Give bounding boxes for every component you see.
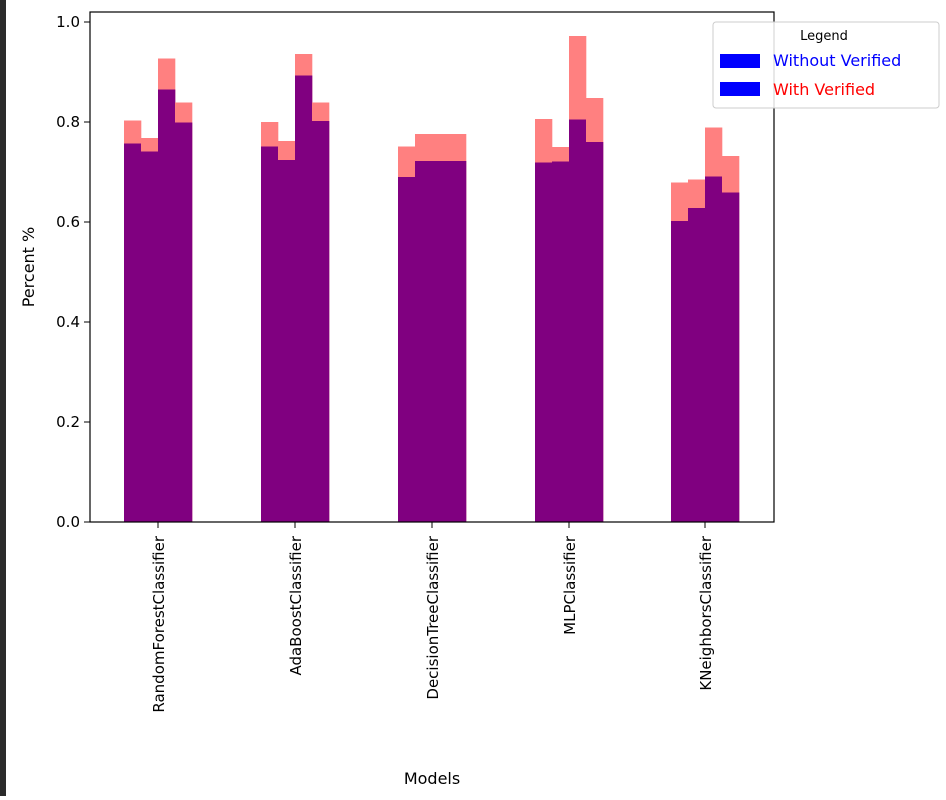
window-edge: [0, 0, 6, 796]
bar-without-verified-adaboostclassifier-3: [312, 121, 330, 522]
bar-without-verified-decisiontreeclassifier-2: [432, 161, 450, 522]
y-tick-label: 0.8: [56, 113, 80, 131]
bar-without-verified-mlpclassifier-0: [535, 162, 553, 522]
bar-without-verified-randomforestclassifier-3: [175, 122, 193, 522]
bar-without-verified-adaboostclassifier-1: [278, 160, 296, 522]
legend-swatch-with-verified: [720, 82, 760, 96]
bar-without-verified-kneighborsclassifier-3: [722, 192, 740, 522]
y-tick-label: 1.0: [56, 13, 80, 31]
x-tick-label: MLPClassifier: [561, 535, 579, 635]
bar-without-verified-kneighborsclassifier-2: [705, 176, 723, 522]
legend-box: [712, 21, 940, 109]
x-tick-label: RandomForestClassifier: [150, 535, 168, 712]
legend-swatch-without-verified: [720, 54, 760, 68]
legend: Legend Without Verified With Verified: [712, 21, 940, 109]
x-tick-label: KNeighborsClassifier: [697, 535, 715, 690]
x-axis-label: Models: [404, 769, 460, 788]
x-tick-label: AdaBoostClassifier: [287, 535, 305, 675]
legend-title: Legend: [800, 29, 848, 44]
bar-without-verified-mlpclassifier-2: [569, 119, 587, 522]
bar-without-verified-kneighborsclassifier-1: [688, 208, 706, 522]
bar-without-verified-randomforestclassifier-2: [158, 89, 176, 522]
y-tick-label: 0.4: [56, 313, 80, 331]
bar-without-verified-kneighborsclassifier-0: [671, 221, 689, 522]
bar-without-verified-decisiontreeclassifier-0: [398, 177, 416, 522]
bar-without-verified-randomforestclassifier-0: [124, 143, 142, 522]
bar-without-verified-adaboostclassifier-2: [295, 75, 313, 522]
y-tick-label: 0.6: [56, 213, 80, 231]
bar-without-verified-mlpclassifier-3: [586, 142, 604, 522]
y-tick-label: 0.2: [56, 413, 80, 431]
bar-without-verified-decisiontreeclassifier-3: [449, 161, 467, 522]
bar-without-verified-mlpclassifier-1: [552, 161, 570, 522]
bar-without-verified-decisiontreeclassifier-1: [415, 161, 433, 522]
legend-label-with-verified: With Verified: [773, 80, 875, 99]
legend-label-without-verified: Without Verified: [773, 51, 901, 70]
y-tick-label: 0.0: [56, 513, 80, 531]
x-tick-label: DecisionTreeClassifier: [424, 535, 442, 699]
bar-without-verified-randomforestclassifier-1: [141, 151, 159, 522]
y-axis-label: Percent %: [19, 227, 38, 308]
bar-without-verified-adaboostclassifier-0: [261, 146, 279, 522]
